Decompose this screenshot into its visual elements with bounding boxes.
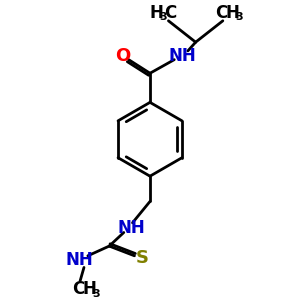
Text: NH: NH xyxy=(168,47,196,65)
Text: H: H xyxy=(83,280,97,298)
Text: 3: 3 xyxy=(93,289,101,299)
Text: C: C xyxy=(215,4,227,22)
Text: O: O xyxy=(115,47,130,65)
Text: 3: 3 xyxy=(236,12,243,22)
Text: H: H xyxy=(226,4,239,22)
Text: H: H xyxy=(150,4,164,22)
Text: C: C xyxy=(72,280,84,298)
Text: S: S xyxy=(136,249,149,267)
Text: C: C xyxy=(164,4,176,22)
Text: 3: 3 xyxy=(160,12,167,22)
Text: NH: NH xyxy=(65,251,93,269)
Text: NH: NH xyxy=(118,219,146,237)
